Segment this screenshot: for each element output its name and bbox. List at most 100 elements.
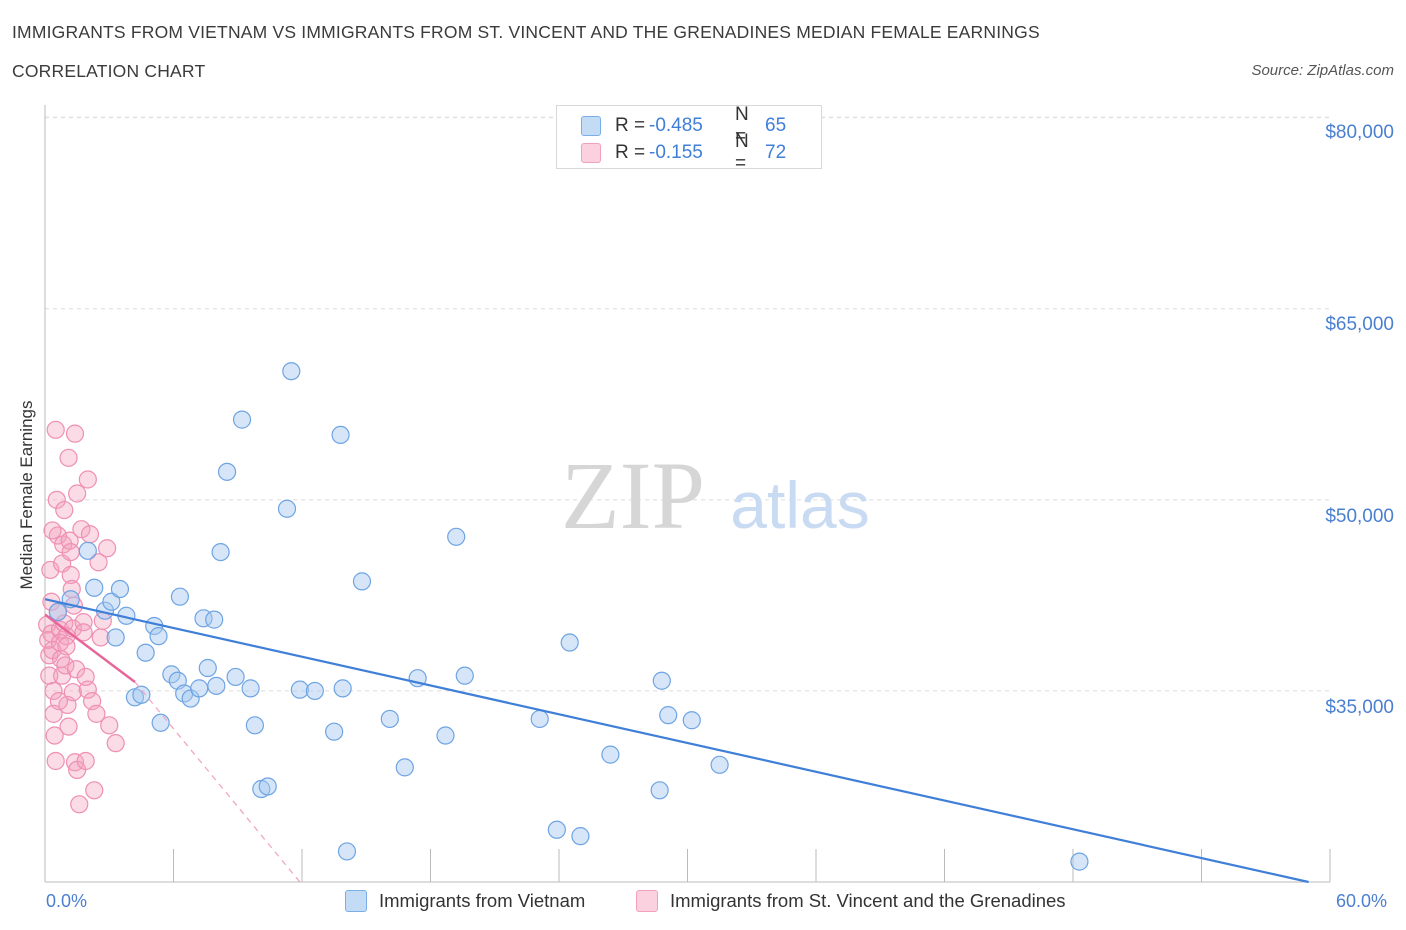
data-point-vietnam xyxy=(601,745,620,764)
data-point-vietnam xyxy=(290,680,309,699)
watermark-zip: ZIP xyxy=(561,442,705,549)
data-point-vietnam xyxy=(331,425,350,445)
data-point-vietnam xyxy=(652,671,671,690)
data-point-vietnam xyxy=(149,627,168,646)
y-tick-label: $65,000 xyxy=(1325,314,1394,335)
data-point-stvincent xyxy=(87,704,106,723)
data-point-vietnam xyxy=(380,709,399,729)
data-point-stvincent xyxy=(74,613,93,632)
data-point-stvincent xyxy=(57,637,76,656)
data-point-vietnam xyxy=(258,777,277,796)
watermark: ZIP atlas xyxy=(561,442,870,549)
data-point-vietnam xyxy=(151,713,170,732)
data-point-vietnam xyxy=(337,842,357,861)
trendline-vietnam xyxy=(44,598,1309,884)
legend-label-vietnam: Immigrants from Vietnam xyxy=(379,890,586,911)
data-point-vietnam xyxy=(530,709,549,729)
data-point-vietnam xyxy=(571,827,590,846)
source-credit: Source: ZipAtlas.com xyxy=(1251,62,1394,79)
data-point-vietnam xyxy=(170,587,190,606)
data-point-stvincent xyxy=(106,734,125,753)
data-point-stvincent xyxy=(61,565,80,585)
legend-row-vietnam: R = -0.485 N = 65 xyxy=(581,104,786,147)
x-tick-label-max: 60.0% xyxy=(1336,891,1388,911)
data-point-vietnam xyxy=(241,679,260,698)
data-point-stvincent xyxy=(85,781,104,800)
chart-title: IMMIGRANTS FROM VIETNAM VS IMMIGRANTS FR… xyxy=(12,22,1040,42)
data-point-stvincent xyxy=(43,521,62,540)
data-point-vietnam xyxy=(132,685,151,704)
data-point-stvincent xyxy=(40,646,59,665)
data-point-stvincent xyxy=(89,553,108,572)
data-point-stvincent xyxy=(47,490,66,509)
data-point-vietnam xyxy=(1070,852,1089,871)
data-point-stvincent xyxy=(48,526,67,545)
chart-subtitle: CORRELATION CHART xyxy=(12,61,206,81)
series-stvincent-points xyxy=(38,420,125,814)
data-point-vietnam xyxy=(710,755,729,774)
data-point-stvincent xyxy=(61,542,80,562)
legend-item-stvincent: Immigrants from St. Vincent and the Gren… xyxy=(636,890,1066,912)
data-point-vietnam xyxy=(245,716,264,735)
axes xyxy=(44,105,1331,883)
data-point-stvincent xyxy=(45,726,64,745)
data-point-vietnam xyxy=(217,462,237,481)
y-tick-label: $80,000 xyxy=(1325,122,1394,143)
legend-swatch-blue xyxy=(345,890,367,912)
data-point-stvincent xyxy=(98,539,117,558)
data-point-stvincent xyxy=(76,751,95,771)
y-tick-label: $35,000 xyxy=(1325,697,1394,718)
data-point-vietnam xyxy=(207,676,226,695)
data-point-vietnam xyxy=(547,820,566,839)
data-point-stvincent xyxy=(76,667,95,687)
data-point-vietnam xyxy=(277,499,297,518)
data-point-stvincent xyxy=(74,623,93,642)
data-point-stvincent xyxy=(59,717,78,736)
data-point-stvincent xyxy=(56,656,75,675)
data-point-vietnam xyxy=(232,410,252,429)
data-point-stvincent xyxy=(49,692,69,711)
legend-n-value: 72 xyxy=(765,142,787,163)
data-point-vietnam xyxy=(305,681,324,701)
data-point-stvincent xyxy=(70,795,89,814)
legend-label-stvincent: Immigrants from St. Vincent and the Gren… xyxy=(670,890,1066,911)
data-point-stvincent xyxy=(80,525,100,544)
legend-item-vietnam: Immigrants from Vietnam xyxy=(345,890,585,912)
data-point-vietnam xyxy=(682,711,701,730)
data-point-vietnam xyxy=(106,628,125,647)
legend-r-label: R = xyxy=(615,115,646,136)
data-point-vietnam xyxy=(48,602,67,622)
data-point-vietnam xyxy=(226,667,245,687)
data-point-vietnam xyxy=(211,542,230,562)
y-tick-label: $50,000 xyxy=(1325,506,1394,527)
legend-swatch-blue xyxy=(581,116,601,136)
data-point-stvincent xyxy=(66,660,86,679)
legend-r-value: -0.485 xyxy=(649,115,703,136)
data-point-stvincent xyxy=(46,420,65,439)
data-point-stvincent xyxy=(55,500,74,520)
data-point-stvincent xyxy=(44,681,63,701)
data-point-vietnam xyxy=(325,722,344,741)
data-point-vietnam xyxy=(190,679,209,698)
legend-swatch-pink xyxy=(581,143,601,163)
data-point-vietnam xyxy=(447,527,466,546)
data-point-vietnam xyxy=(560,633,579,652)
x-tick-label-min: 0.0% xyxy=(46,891,88,911)
data-point-stvincent xyxy=(65,424,85,443)
data-point-vietnam xyxy=(198,658,217,678)
data-point-stvincent xyxy=(68,484,87,503)
data-point-vietnam xyxy=(333,679,352,698)
data-point-vietnam xyxy=(136,643,155,662)
data-point-vietnam xyxy=(352,572,372,591)
trend-lines xyxy=(44,598,1309,884)
data-point-stvincent xyxy=(46,751,65,771)
data-point-vietnam xyxy=(659,706,678,725)
data-point-vietnam xyxy=(78,541,97,560)
data-point-stvincent xyxy=(41,560,60,580)
data-point-vietnam xyxy=(436,726,455,745)
data-point-vietnam xyxy=(455,666,474,685)
data-point-vietnam xyxy=(650,781,669,800)
data-point-stvincent xyxy=(78,470,97,489)
legend-r-value: -0.155 xyxy=(649,142,703,163)
data-point-stvincent xyxy=(63,683,82,702)
